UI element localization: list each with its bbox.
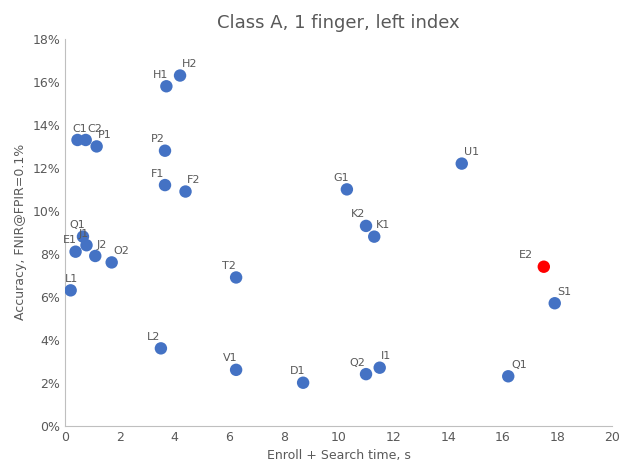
Y-axis label: Accuracy, FNIR@FPIR=0.1%: Accuracy, FNIR@FPIR=0.1% [14,144,27,320]
Point [161,82,171,90]
Text: F2: F2 [187,175,200,185]
Text: F1: F1 [152,169,165,178]
Point [231,366,241,374]
Text: Q1: Q1 [69,220,85,230]
Text: U1: U1 [465,147,479,157]
Title: Class A, 1 finger, left index: Class A, 1 finger, left index [217,14,460,32]
Text: H2: H2 [181,59,197,69]
Text: P1: P1 [98,130,112,140]
Text: V1: V1 [223,353,237,363]
Text: C2: C2 [87,124,102,134]
Point [81,241,91,249]
Text: O2: O2 [113,246,129,256]
Point [156,345,166,352]
Point [72,136,82,144]
Text: C1: C1 [72,124,87,134]
X-axis label: Enroll + Search time, s: Enroll + Search time, s [267,449,411,462]
Text: T2: T2 [223,261,236,271]
Text: E2: E2 [519,250,533,260]
Text: H1: H1 [153,70,168,80]
Point [81,136,91,144]
Point [231,274,241,281]
Text: L2: L2 [147,332,160,342]
Point [375,364,385,371]
Point [369,233,379,240]
Point [361,222,371,230]
Text: I1: I1 [381,351,391,361]
Point [90,252,100,260]
Point [456,160,467,168]
Point [550,299,560,307]
Point [181,188,191,195]
Point [91,143,101,150]
Point [503,373,514,380]
Point [342,186,352,193]
Text: J2: J2 [96,239,107,249]
Text: E1: E1 [63,235,77,245]
Point [107,258,117,266]
Text: K1: K1 [375,220,390,230]
Point [539,263,549,270]
Point [78,233,88,240]
Point [65,287,75,294]
Point [160,181,170,189]
Point [298,379,308,387]
Point [160,147,170,155]
Text: G1: G1 [333,173,349,183]
Text: J1: J1 [79,229,89,239]
Point [361,370,371,378]
Text: D1: D1 [290,367,305,377]
Point [70,248,81,256]
Text: K2: K2 [351,209,365,219]
Text: P2: P2 [152,134,165,144]
Text: Q2: Q2 [349,357,365,367]
Text: S1: S1 [557,287,572,297]
Point [175,72,185,79]
Text: Q1: Q1 [511,360,527,370]
Text: L1: L1 [65,274,79,284]
